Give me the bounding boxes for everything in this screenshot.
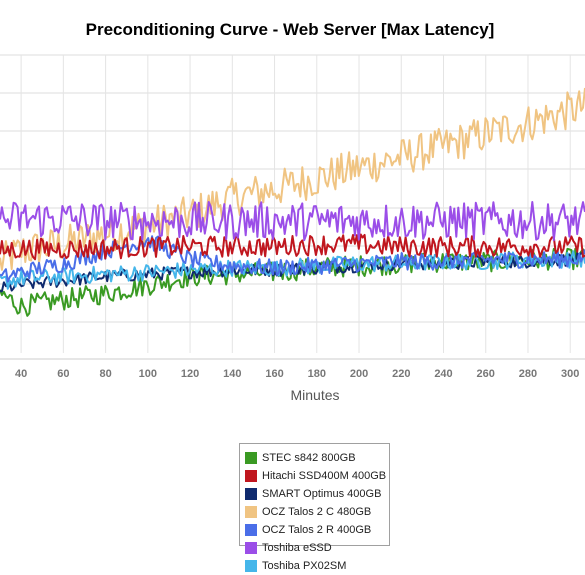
x-tick-label: 260 xyxy=(477,368,495,380)
x-tick-label: 140 xyxy=(223,368,241,380)
x-tick-label: 100 xyxy=(139,368,157,380)
x-tick-label: 280 xyxy=(519,368,537,380)
legend-label: OCZ Talos 2 R 400GB xyxy=(262,524,372,536)
series-line-1 xyxy=(0,233,585,261)
x-tick-label: 40 xyxy=(15,368,27,380)
legend-swatch xyxy=(245,524,257,536)
legend-label: SMART Optimus 400GB xyxy=(262,488,382,500)
x-tick-label: 220 xyxy=(392,368,410,380)
legend: STEC s842 800GB Hitachi SSD400M 400GB SMAR… xyxy=(239,443,390,572)
legend-item: Toshiba eSSD xyxy=(245,539,389,557)
series-line-2 xyxy=(0,252,585,293)
legend-swatch xyxy=(245,506,257,518)
legend-label: OCZ Talos 2 C 480GB xyxy=(262,506,372,518)
legend-item: Toshiba PX02SM xyxy=(245,557,389,575)
legend-item: OCZ Talos 2 C 480GB xyxy=(245,503,389,521)
x-axis-ticks: 40 60 80 100 120 140 160 180 200 220 240 260 280 300 xyxy=(15,368,579,380)
x-tick-label: 80 xyxy=(99,368,111,380)
legend-label: Toshiba PX02SM xyxy=(262,560,347,572)
chart: Preconditioning Curve - Web Server [Max … xyxy=(0,20,585,403)
legend-item: SMART Optimus 400GB xyxy=(245,485,389,503)
chart-title: Preconditioning Curve - Web Server [Max … xyxy=(86,20,495,39)
legend-swatch xyxy=(245,452,257,464)
x-axis-label: Minutes xyxy=(290,387,339,403)
legend-label: Toshiba eSSD xyxy=(262,542,332,554)
x-tick-label: 240 xyxy=(434,368,452,380)
x-tick-label: 300 xyxy=(561,368,579,380)
series-line-6 xyxy=(0,250,585,290)
x-tick-label: 180 xyxy=(308,368,326,380)
x-tick-label: 160 xyxy=(265,368,283,380)
legend-label: STEC s842 800GB xyxy=(262,452,356,464)
legend-swatch xyxy=(245,488,257,500)
legend-swatch xyxy=(245,542,257,554)
series-line-5 xyxy=(0,201,585,242)
legend-swatch xyxy=(245,470,257,482)
grid xyxy=(0,54,585,360)
x-tick-label: 120 xyxy=(181,368,199,380)
x-tick-label: 60 xyxy=(57,368,69,380)
legend-item: STEC s842 800GB xyxy=(245,449,389,467)
series-layer xyxy=(0,87,585,317)
legend-item: OCZ Talos 2 R 400GB xyxy=(245,521,389,539)
legend-label: Hitachi SSD400M 400GB xyxy=(262,470,387,482)
x-tick-label: 200 xyxy=(350,368,368,380)
legend-swatch xyxy=(245,560,257,572)
legend-item: Hitachi SSD400M 400GB xyxy=(245,467,389,485)
